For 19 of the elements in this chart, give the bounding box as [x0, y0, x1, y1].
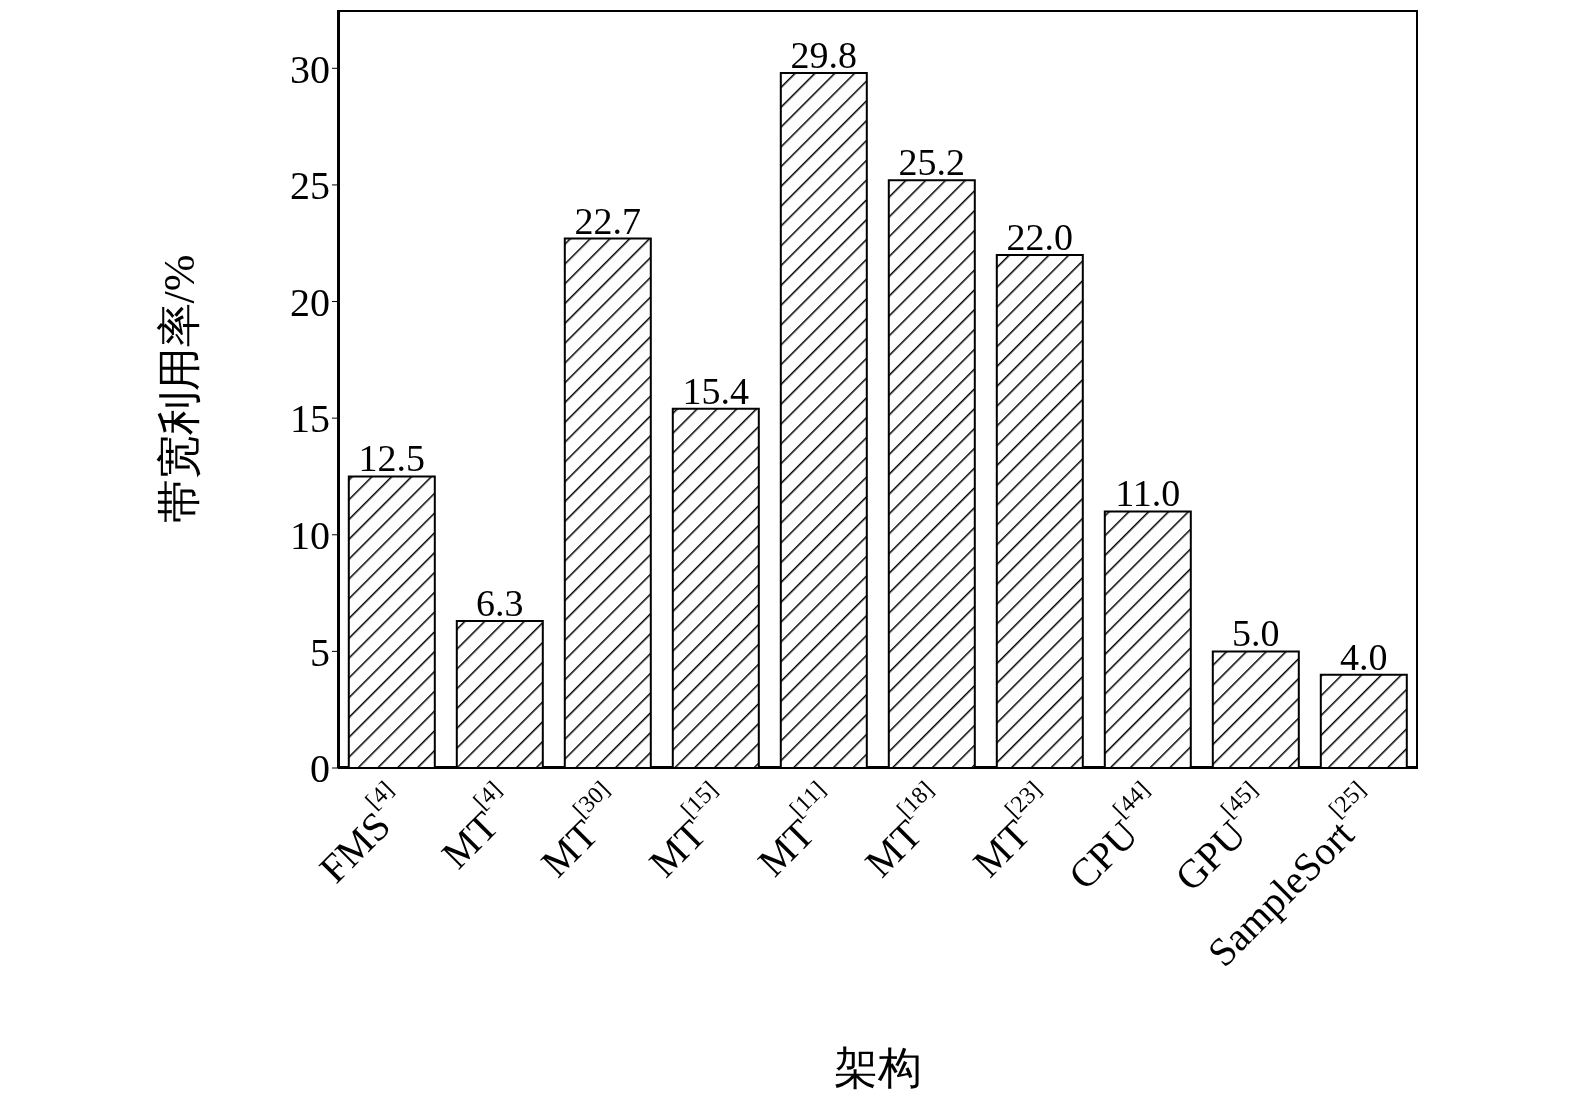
data-label: 22.7	[574, 199, 642, 242]
data-label: 4.0	[1340, 635, 1388, 678]
x-axis-title: 架构	[834, 1044, 922, 1093]
y-tick-label: 20	[290, 279, 330, 325]
data-label: 22.0	[1006, 215, 1074, 258]
data-label: 12.5	[358, 437, 426, 480]
data-label: 15.4	[682, 369, 750, 412]
y-tick-label: 10	[290, 512, 330, 558]
y-tick-label: 25	[290, 163, 330, 209]
data-label: 5.0	[1232, 612, 1280, 655]
y-tick-label: 15	[290, 396, 330, 442]
y-axis-title: 带宽利用率/%	[154, 254, 204, 524]
data-label: 29.8	[790, 33, 858, 76]
data-label: 11.0	[1115, 472, 1181, 515]
y-tick-label: 5	[310, 629, 330, 675]
y-tick-label: 0	[310, 746, 330, 792]
data-label: 6.3	[476, 582, 524, 625]
y-tick-label: 30	[290, 46, 330, 92]
data-label: 25.2	[898, 141, 966, 184]
